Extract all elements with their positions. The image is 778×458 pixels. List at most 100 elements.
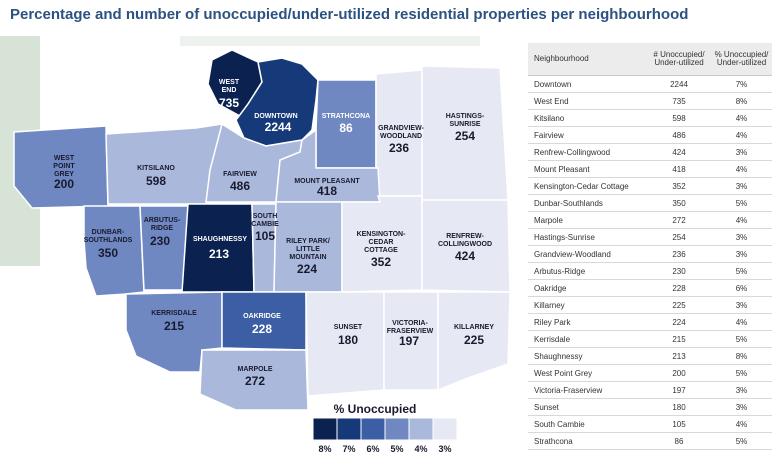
- label-south-cambie-value: 105: [255, 229, 275, 243]
- label-west-point-grey-value: 200: [54, 177, 74, 191]
- legend-swatch-7: [336, 417, 362, 441]
- label-mount-pleasant-name: MOUNT PLEASANT: [294, 178, 360, 185]
- background-land-north: [180, 36, 480, 46]
- label-south-cambie-name: SOUTH CAMBIE: [251, 213, 279, 228]
- table-row: Killarney 225 3%: [528, 296, 772, 314]
- cell-count: 424: [647, 143, 711, 161]
- table-header-row: Neighbourhood # Unoccupied/ Under-utiliz…: [528, 43, 772, 76]
- cell-pct: 8%: [711, 92, 772, 110]
- cell-count: 225: [647, 296, 711, 314]
- table-row: West End 735 8%: [528, 92, 772, 110]
- cell-pct: 5%: [711, 364, 772, 382]
- label-dunbar-southlands-value: 350: [98, 246, 118, 260]
- table-row: Sunset 180 3%: [528, 398, 772, 416]
- neighbourhood-table: Neighbourhood # Unoccupied/ Under-utiliz…: [528, 43, 772, 450]
- label-kerrisdale-name: KERRISDALE: [151, 310, 197, 317]
- legend-label-3: 3%: [438, 444, 451, 454]
- cell-count: 213: [647, 347, 711, 365]
- cell-neighbourhood: Sunset: [528, 398, 647, 416]
- cell-pct: 4%: [711, 313, 772, 331]
- label-grandview-woodland-value: 236: [389, 141, 409, 155]
- label-kitsilano-value: 598: [146, 174, 166, 188]
- table-row: Oakridge 228 6%: [528, 279, 772, 297]
- cell-pct: 5%: [711, 330, 772, 348]
- legend-label-8: 8%: [318, 444, 331, 454]
- label-killarney-name: KILLARNEY: [454, 324, 494, 331]
- cell-neighbourhood: Grandview-Woodland: [528, 245, 647, 263]
- label-arbutus-ridge-name: ARBUTUS-RIDGE: [144, 217, 181, 232]
- table-row: Renfrew-Collingwood 424 3%: [528, 143, 772, 161]
- label-west-end-name: WEST END: [219, 79, 240, 94]
- label-grandview-woodland-name: GRANDVIEW-WOODLAND: [378, 125, 424, 140]
- cell-neighbourhood: Kerrisdale: [528, 330, 647, 348]
- label-renfrew-collingwood-value: 424: [455, 249, 475, 263]
- table-row: Riley Park 224 4%: [528, 313, 772, 331]
- cell-pct: 7%: [711, 75, 772, 93]
- label-fairview-name: FAIRVIEW: [223, 171, 257, 178]
- header-count: # Unoccupied/ Under-utilized: [647, 43, 711, 76]
- cell-neighbourhood: Arbutus-Ridge: [528, 262, 647, 280]
- table-row: Shaughnessy 213 8%: [528, 347, 772, 365]
- cell-pct: 3%: [711, 398, 772, 416]
- cell-pct: 5%: [711, 194, 772, 212]
- table-row: West Point Grey 200 5%: [528, 364, 772, 382]
- label-shaughnessy-value: 213: [209, 247, 229, 261]
- cell-count: 350: [647, 194, 711, 212]
- cell-neighbourhood: Shaughnessy: [528, 347, 647, 365]
- cell-neighbourhood: Fairview: [528, 126, 647, 144]
- label-kitsilano-name: KITSILANO: [137, 165, 175, 172]
- cell-neighbourhood: Riley Park: [528, 313, 647, 331]
- label-downtown-name: DOWNTOWN: [254, 113, 297, 120]
- cell-pct: 3%: [711, 143, 772, 161]
- legend-label-4: 4%: [414, 444, 427, 454]
- region-oakridge[interactable]: [221, 291, 307, 351]
- cell-pct: 3%: [711, 177, 772, 195]
- cell-count: 228: [647, 279, 711, 297]
- table-row: Mount Pleasant 418 4%: [528, 160, 772, 178]
- label-riley-park-value: 224: [297, 262, 317, 276]
- cell-neighbourhood: Victoria-Fraserview: [528, 381, 647, 399]
- table-row: South Cambie 105 4%: [528, 415, 772, 433]
- legend-swatch-4: [408, 417, 434, 441]
- label-riley-park-name: RILEY PARK/LITTLE MOUNTAIN: [286, 238, 330, 261]
- label-oakridge-value: 228: [252, 322, 272, 336]
- legend-swatch-3: [432, 417, 458, 441]
- cell-pct: 3%: [711, 228, 772, 246]
- cell-neighbourhood: Renfrew-Collingwood: [528, 143, 647, 161]
- cell-neighbourhood: Hastings-Sunrise: [528, 228, 647, 246]
- region-killarney[interactable]: [437, 291, 511, 392]
- label-west-point-grey-name: WEST POINT GREY: [53, 155, 75, 178]
- cell-neighbourhood: South Cambie: [528, 415, 647, 433]
- label-strathcona-value: 86: [339, 121, 353, 135]
- label-strathcona-name: STRATHCONA: [322, 113, 370, 120]
- cell-count: 180: [647, 398, 711, 416]
- cell-count: 418: [647, 160, 711, 178]
- cell-count: 200: [647, 364, 711, 382]
- cell-neighbourhood: West Point Grey: [528, 364, 647, 382]
- legend-label-7: 7%: [342, 444, 355, 454]
- cell-neighbourhood: Kitsilano: [528, 109, 647, 127]
- cell-pct: 4%: [711, 160, 772, 178]
- table-row: Fairview 486 4%: [528, 126, 772, 144]
- legend-title: % Unoccupied: [334, 402, 417, 416]
- table-row: Kerrisdale 215 5%: [528, 330, 772, 348]
- cell-pct: 4%: [711, 126, 772, 144]
- cell-pct: 4%: [711, 211, 772, 229]
- cell-pct: 3%: [711, 245, 772, 263]
- label-dunbar-southlands-name: DUNBAR-SOUTHLANDS: [84, 229, 133, 244]
- region-marpole[interactable]: [199, 349, 309, 411]
- neighbourhood-map: WEST END 735 DOWNTOWN 2244 STRATHCONA 86 …: [0, 36, 511, 454]
- table-row: Dunbar-Southlands 350 5%: [528, 194, 772, 212]
- cell-neighbourhood: Dunbar-Southlands: [528, 194, 647, 212]
- table-row: Downtown 2244 7%: [528, 75, 772, 93]
- table-row: Marpole 272 4%: [528, 211, 772, 229]
- table-row: Hastings-Sunrise 254 3%: [528, 228, 772, 246]
- label-killarney-value: 225: [464, 333, 484, 347]
- header-neighbourhood: Neighbourhood: [528, 43, 647, 76]
- cell-count: 254: [647, 228, 711, 246]
- cell-count: 598: [647, 109, 711, 127]
- region-kitsilano[interactable]: [105, 123, 223, 205]
- label-marpole-value: 272: [245, 374, 265, 388]
- label-sunset-name: SUNSET: [334, 324, 363, 331]
- region-west-point-grey[interactable]: [13, 125, 109, 209]
